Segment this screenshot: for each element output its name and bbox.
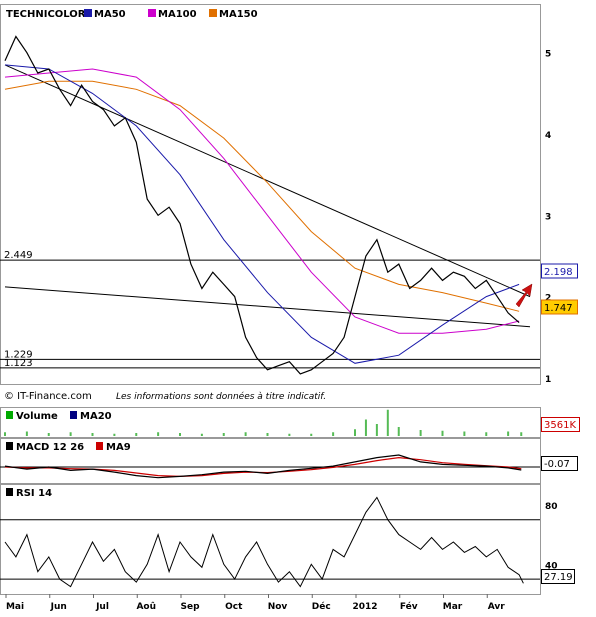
- price-badge-1: 1.747: [544, 303, 573, 314]
- legend-volume: Volume: [16, 411, 58, 422]
- x-tick-label: Mai: [6, 602, 24, 612]
- x-tick-label: Nov: [268, 602, 288, 612]
- legend-swatch-ma100: [148, 9, 156, 17]
- legend-ma150: MA150: [219, 9, 258, 20]
- level-label-1: 1.229: [4, 349, 33, 360]
- level-label-0: 2.449: [4, 250, 33, 261]
- legend-swatch-macd: [6, 442, 13, 450]
- x-tick-label: Avr: [488, 602, 506, 612]
- macd-series-macd: [4, 454, 522, 479]
- x-tick-label: Oct: [225, 602, 243, 612]
- price-badge-box-0: [541, 263, 578, 279]
- series-line-ma150: [4, 80, 520, 312]
- rsi-series-line: [4, 496, 524, 588]
- price-y-tick-5: 5: [545, 50, 551, 60]
- x-tick-label: Jul: [95, 602, 109, 612]
- x-tick-label: Déc: [312, 601, 331, 612]
- trendline-0: [4, 64, 531, 298]
- legend-swatch-ma20: [70, 411, 77, 419]
- legend-swatch-rsi: [6, 488, 13, 496]
- macd-plot: [0, 454, 540, 479]
- rsi-badge-box: [541, 569, 575, 584]
- legend-swatch-ma150: [209, 9, 217, 17]
- price-y-tick-3: 3: [545, 212, 551, 222]
- macd-badge: -0.07: [544, 459, 570, 470]
- level-label-2: 1.123: [4, 358, 33, 369]
- macd-panel-frame: [0, 438, 541, 484]
- x-tick-label: Aoû: [136, 602, 156, 612]
- price-chart-title: TECHNICOLOR: [6, 9, 86, 20]
- price-y-tick-2: 2: [545, 294, 551, 304]
- volume-panel-frame: [0, 407, 541, 438]
- x-axis: Mai Jun Jul Aoû Sep Oct Nov Déc 2012 Fév Mar Avr: [5, 594, 506, 612]
- legend-swatch-volume: [6, 411, 13, 419]
- legend-ma9: MA9: [106, 442, 131, 453]
- copyright-text: © IT-Finance.com: [4, 391, 92, 402]
- rsi-badge: 27.19: [544, 572, 573, 583]
- disclaimer-text: Les informations sont données à titre in…: [116, 391, 326, 402]
- volume-plot: [4, 409, 523, 436]
- x-tick-label: Jun: [50, 602, 67, 612]
- x-tick-label: 2012: [352, 602, 377, 612]
- legend-macd: MACD 12 26: [16, 442, 84, 453]
- legend-swatch-ma9: [96, 442, 103, 450]
- volume-badge: 3561K: [544, 420, 576, 431]
- rsi-panel-frame: [0, 484, 541, 595]
- volume-badge-box: [541, 417, 580, 432]
- legend-ma50: MA50: [94, 9, 126, 20]
- price-badge-0: 2.198: [544, 267, 573, 278]
- legend-swatch-ma50: [84, 9, 92, 17]
- x-tick-label: Sep: [180, 602, 200, 612]
- price-panel-frame: [0, 4, 541, 385]
- price-badge-box-1: [541, 299, 578, 315]
- rsi-plot: 40 80: [0, 496, 558, 588]
- x-tick-label: Mar: [443, 602, 463, 612]
- legend-rsi: RSI 14: [16, 488, 52, 499]
- series-line-ma100: [4, 68, 520, 334]
- price-y-tick-4: 4: [545, 131, 551, 141]
- legend-ma100: MA100: [158, 9, 197, 20]
- price-y-tick-1: 1: [545, 375, 551, 385]
- rsi-y-tick-40: 40: [545, 561, 558, 571]
- macd-badge-box: [541, 456, 578, 471]
- series-line-ma50: [4, 64, 520, 364]
- trendline-1: [4, 286, 531, 328]
- legend-ma20: MA20: [80, 411, 112, 422]
- rsi-y-tick-80: 80: [545, 502, 558, 512]
- trend-arrow-icon: [515, 283, 533, 308]
- x-tick-label: Fév: [400, 601, 418, 612]
- series-line-cours: [4, 35, 520, 375]
